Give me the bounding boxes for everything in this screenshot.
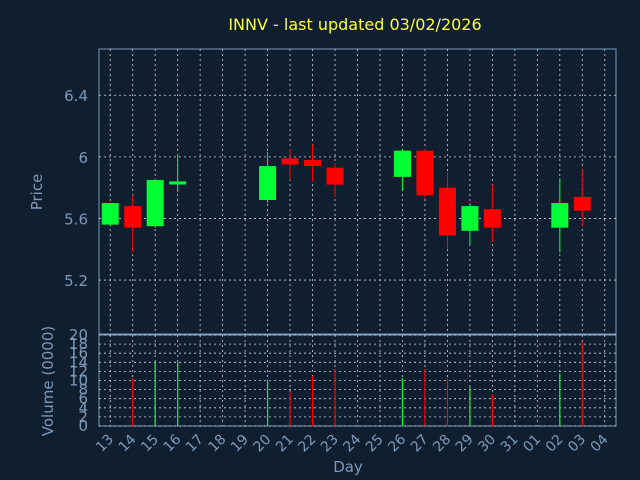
x-tick-label: 02 <box>543 432 567 456</box>
x-tick-label: 25 <box>363 432 387 456</box>
volume-tick-label: 8 <box>78 381 88 399</box>
x-tick-label: 20 <box>250 432 274 456</box>
candle-body-up <box>169 181 187 185</box>
candle-body-down <box>483 209 501 228</box>
x-tick-label: 18 <box>206 432 230 456</box>
candle-body-down <box>124 206 142 228</box>
x-tick-label: 29 <box>453 432 477 456</box>
x-tick-label: 13 <box>93 432 117 456</box>
x-tick-label: 26 <box>385 431 409 455</box>
price-tick-label: 5.6 <box>64 210 88 228</box>
x-tick-label: 03 <box>565 432 589 456</box>
volume-tick-label: 0 <box>78 417 88 435</box>
chart-title: INNV - last updated 03/02/2026 <box>228 15 481 34</box>
candle-body-down <box>281 158 299 165</box>
volume-tick-label: 20 <box>69 326 88 344</box>
candle-body-up <box>146 179 164 227</box>
x-tick-label: 28 <box>430 432 454 456</box>
candle-body-up <box>461 206 479 231</box>
x-tick-label: 27 <box>408 432 432 456</box>
x-tick-label: 15 <box>138 432 162 456</box>
candle-body-up <box>101 203 119 225</box>
candle-body-up <box>259 166 277 200</box>
price-tick-label: 5.2 <box>64 272 88 290</box>
volume-tick-label: 4 <box>78 399 88 417</box>
volume-tick-label: 16 <box>69 344 88 362</box>
candle-body-up <box>393 150 411 177</box>
x-tick-label: 31 <box>498 432 522 456</box>
volume-tick-label: 6 <box>78 390 88 408</box>
volume-axis-label: Volume (0000) <box>39 326 57 436</box>
volume-tick-label: 2 <box>78 408 88 426</box>
candle-body-down <box>573 196 591 211</box>
candle-body-down <box>438 187 456 236</box>
price-axis-label: Price <box>28 174 46 211</box>
x-tick-labels: 1314151617181920212223242526272829303101… <box>93 431 611 455</box>
price-tick-label: 6.4 <box>64 87 88 105</box>
x-tick-label: 22 <box>295 432 319 456</box>
x-tick-label: 17 <box>183 432 207 456</box>
candle-body-down <box>304 159 322 167</box>
price-tick-label: 6 <box>78 149 88 167</box>
x-tick-label: 16 <box>161 431 185 455</box>
volume-tick-label: 18 <box>69 335 88 353</box>
x-tick-label: 04 <box>588 431 612 455</box>
x-tick-label: 19 <box>228 432 252 456</box>
x-tick-label: 14 <box>116 431 140 455</box>
x-tick-label: 30 <box>475 432 499 456</box>
volume-tick-label: 14 <box>69 353 88 371</box>
x-tick-label: 23 <box>318 432 342 456</box>
price-panel-frame <box>98 48 617 335</box>
candle-body-down <box>416 150 434 196</box>
x-tick-label: 24 <box>340 431 364 455</box>
candle-body-up <box>551 203 569 228</box>
x-tick-label: 21 <box>273 432 297 456</box>
price-panel: 6.4 6 5.6 5.2 <box>64 48 617 335</box>
x-axis-label: Day <box>333 458 363 476</box>
x-tick-label: 01 <box>520 432 544 456</box>
volume-tick-label: 10 <box>69 372 88 390</box>
volume-tick-label: 12 <box>69 362 88 380</box>
candle-body-down <box>326 167 344 185</box>
